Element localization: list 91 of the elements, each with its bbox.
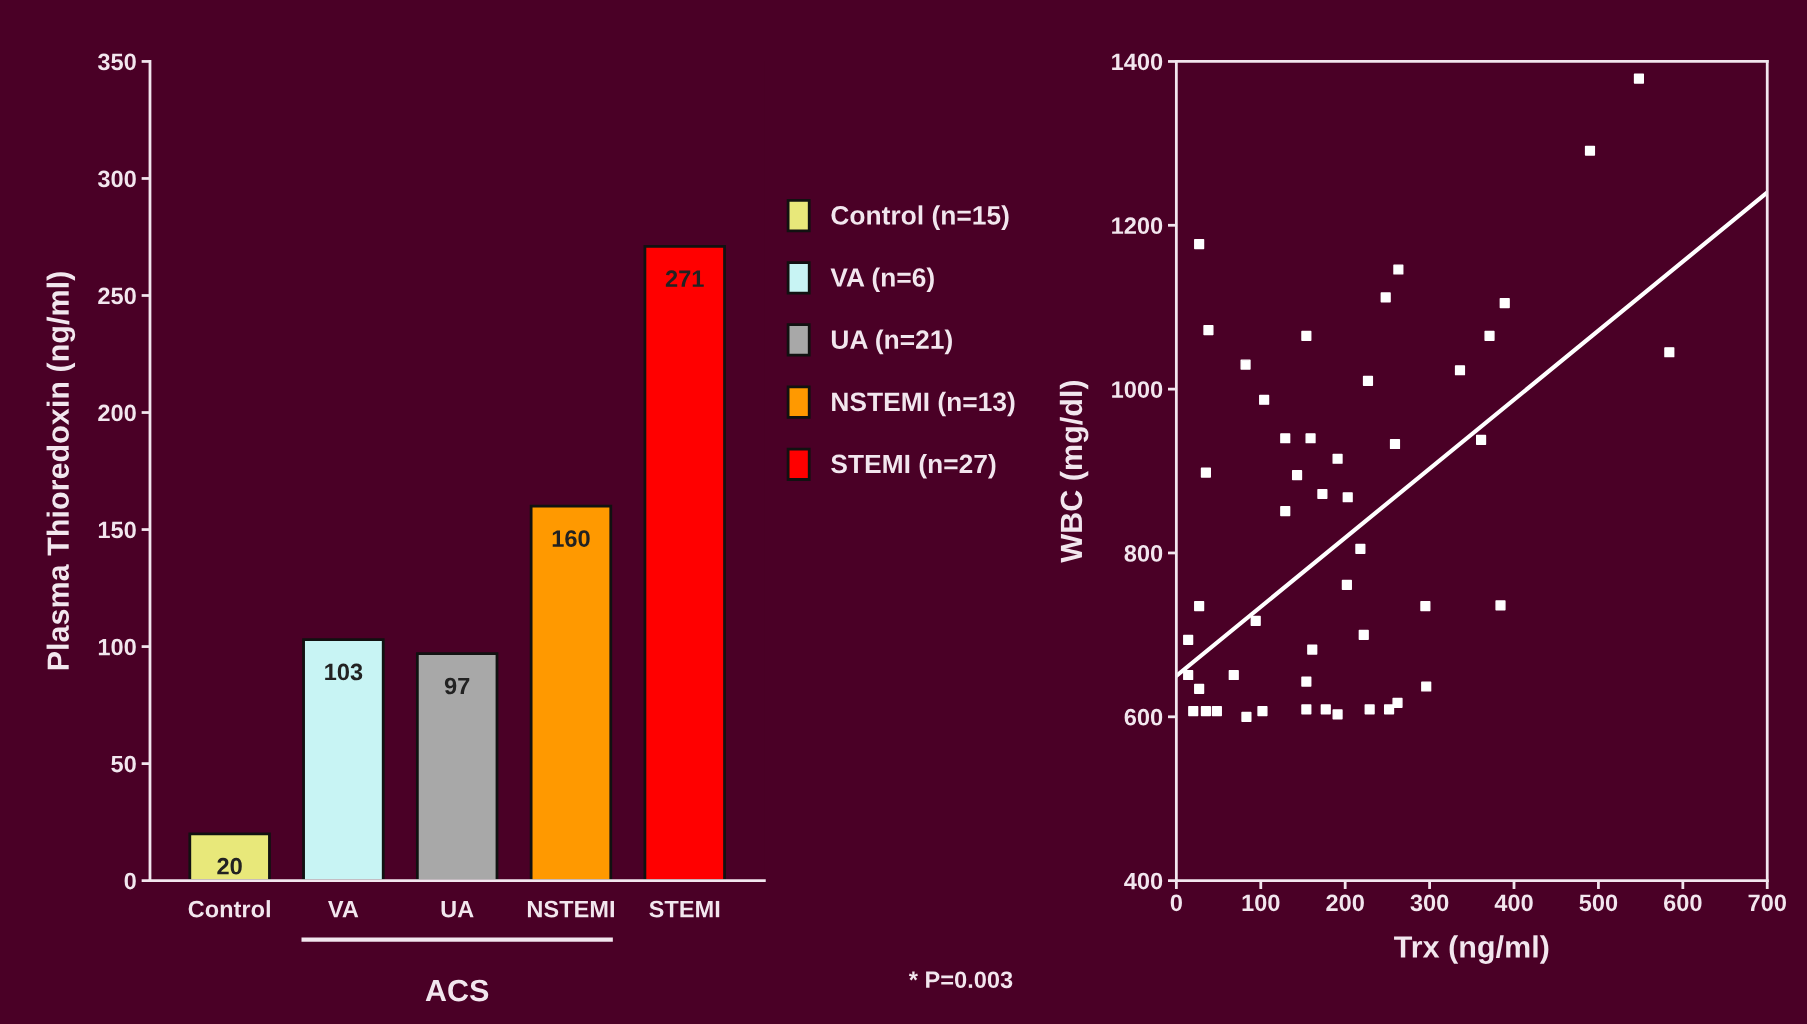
x-tick-label: VA: [328, 900, 359, 918]
point: [1421, 681, 1432, 692]
point: [1320, 704, 1331, 715]
point: [1194, 683, 1205, 695]
data-label: 160: [552, 530, 590, 547]
x-tick-label: Control: [188, 900, 270, 918]
data-label: 103: [325, 663, 363, 681]
point: [1332, 709, 1343, 720]
point: [1358, 629, 1369, 640]
y-tick-label: 350: [97, 53, 136, 71]
point: [1341, 579, 1352, 590]
point: [1454, 365, 1466, 376]
point: [1342, 492, 1353, 503]
point: [1495, 600, 1506, 611]
point: [1389, 438, 1401, 450]
point: [1393, 264, 1404, 275]
x-tick-label: 100: [1242, 894, 1280, 912]
y-tick-label: 1200: [1112, 217, 1163, 235]
x-tick-label: 600: [1664, 894, 1702, 912]
point: [1475, 434, 1487, 445]
y-axis-title: Plasma Thioredoxin (ng/ml): [46, 272, 76, 670]
text: * P=0.003: [908, 971, 1013, 989]
y-axis-title: WBC (mg/dl): [1059, 380, 1089, 563]
point: [1301, 676, 1312, 687]
data-label: 20: [217, 857, 242, 875]
y-tick-label: 250: [98, 287, 136, 305]
point: [1392, 697, 1403, 708]
legend-label: UA (n=21): [831, 329, 952, 355]
y-tick-label: 0: [124, 872, 136, 890]
point: [1188, 705, 1199, 717]
point: [1259, 394, 1270, 405]
x-tick-label: 300: [1410, 894, 1449, 912]
point: [1280, 433, 1291, 444]
legend-label: STEMI (n=27): [831, 453, 996, 479]
point: [1301, 330, 1312, 341]
data-label: 271: [665, 270, 704, 287]
x-tick-label: STEMI: [649, 900, 720, 918]
x-tick-label: NSTEMI: [527, 900, 614, 918]
data-label: 97: [444, 677, 470, 695]
y-tick-label: 600: [1124, 708, 1163, 726]
point: [1383, 704, 1395, 715]
point: [1332, 453, 1343, 464]
y-tick-label: 300: [97, 170, 136, 188]
point: [1664, 347, 1675, 358]
point: [1364, 704, 1375, 715]
point: [1291, 470, 1303, 481]
y-tick-label: 1000: [1112, 381, 1163, 398]
point: [1194, 601, 1205, 612]
y-tick-label: 400: [1124, 872, 1163, 890]
legend-label: Control (n=15): [831, 205, 1009, 230]
point: [1484, 330, 1495, 341]
point: [1183, 669, 1194, 681]
point: [1200, 705, 1211, 717]
point: [1420, 601, 1431, 612]
text: ACS: [425, 979, 489, 1002]
point: [1633, 73, 1645, 84]
point: [1317, 488, 1328, 500]
point: [1241, 711, 1252, 722]
point: [1301, 704, 1312, 715]
x-tick-label: 0: [1170, 894, 1182, 912]
point: [1257, 705, 1268, 717]
point: [1183, 634, 1194, 645]
y-tick-label: 150: [98, 521, 136, 539]
point: [1211, 705, 1222, 717]
x-tick-label: UA: [441, 900, 474, 918]
y-tick-label: 100: [98, 638, 136, 656]
point: [1355, 543, 1366, 554]
legend-label: NSTEMI (n=13): [832, 391, 1015, 417]
point: [1250, 615, 1261, 627]
x-tick-label: 200: [1326, 894, 1364, 912]
y-tick-label: 1400: [1112, 53, 1163, 71]
x-tick-label: 700: [1748, 894, 1786, 912]
point: [1240, 359, 1251, 370]
x-tick-label: 500: [1579, 894, 1618, 912]
x-axis-title: Trx (ng/ml): [1394, 935, 1549, 964]
point: [1203, 325, 1214, 336]
point: [1584, 145, 1596, 156]
point: [1200, 467, 1211, 478]
x-tick-label: 400: [1494, 894, 1533, 912]
point: [1499, 298, 1510, 309]
y-tick-label: 50: [111, 755, 136, 773]
point: [1280, 506, 1291, 517]
y-tick-label: 800: [1124, 545, 1163, 562]
legend-label: VA (n=6): [830, 267, 934, 293]
point: [1380, 292, 1391, 303]
point: [1307, 644, 1318, 655]
point: [1194, 239, 1205, 250]
point: [1362, 375, 1374, 387]
point: [1228, 669, 1239, 681]
point: [1305, 433, 1316, 444]
y-tick-label: 200: [98, 404, 136, 422]
